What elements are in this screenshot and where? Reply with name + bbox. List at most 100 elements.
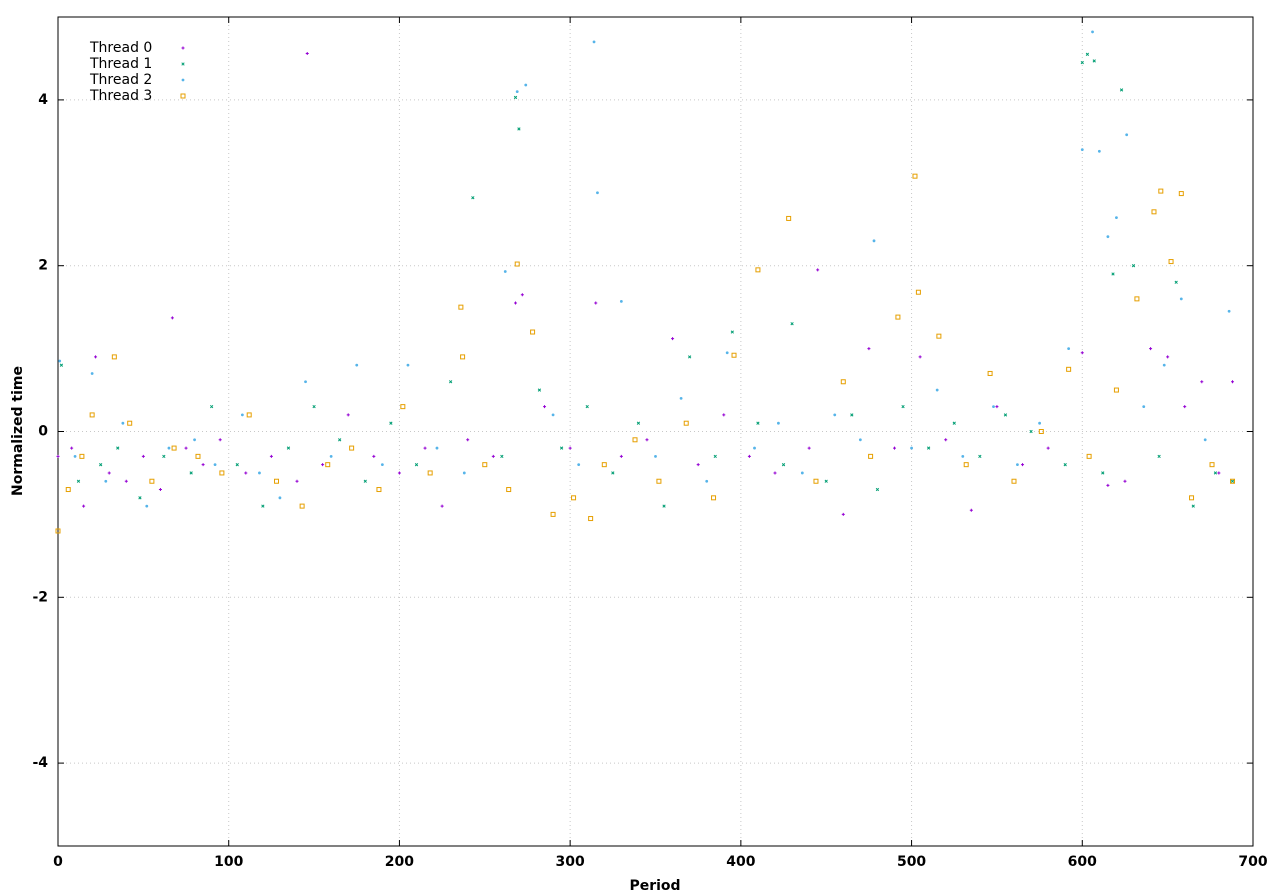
y-tick-label: 0 (38, 424, 48, 440)
data-point (588, 516, 594, 522)
data-point (423, 446, 427, 450)
data-point (594, 301, 598, 305)
data-point (833, 413, 837, 417)
data-point (321, 463, 325, 467)
data-point (1227, 309, 1231, 313)
y-tick-label: 2 (38, 258, 48, 274)
data-point (1029, 429, 1033, 434)
data-point (278, 496, 282, 500)
data-point (471, 196, 475, 200)
y-tick-label: -2 (32, 589, 48, 605)
data-point (1106, 235, 1110, 239)
data-point (73, 454, 77, 458)
data-point (577, 463, 581, 467)
data-point (1125, 133, 1129, 137)
x-tick-label: 100 (214, 854, 243, 870)
data-point (524, 83, 528, 87)
data-point (987, 370, 993, 376)
data-point (127, 420, 133, 426)
legend-marker (180, 93, 186, 99)
data-point (1217, 471, 1221, 475)
data-point (935, 388, 939, 392)
data-point (517, 127, 521, 131)
data-point (506, 487, 512, 493)
data-point (961, 454, 965, 458)
data-point (895, 314, 901, 320)
data-point (107, 471, 111, 475)
data-point (349, 445, 355, 451)
data-point (755, 267, 761, 273)
data-point (89, 412, 95, 418)
data-point (910, 446, 913, 450)
x-tick-label: 200 (385, 854, 414, 870)
data-point (1151, 209, 1157, 215)
x-tick-label: 600 (1068, 854, 1097, 870)
legend-marker (181, 78, 185, 82)
data-point (800, 471, 804, 475)
data-point (184, 446, 188, 450)
data-point (414, 463, 419, 467)
data-point (167, 446, 171, 450)
data-point (537, 388, 542, 392)
data-point (195, 453, 201, 459)
data-point (571, 495, 577, 501)
data-point (513, 95, 518, 100)
data-point (611, 471, 615, 475)
data-point (816, 268, 820, 272)
data-point (592, 40, 596, 44)
x-tick-label: 400 (726, 854, 755, 870)
data-point (65, 487, 71, 493)
data-point (346, 413, 350, 417)
data-point (1038, 421, 1042, 425)
data-point (585, 404, 589, 409)
data-point (201, 463, 205, 467)
data-point (1080, 60, 1084, 65)
x-tick-label: 300 (556, 854, 585, 870)
data-point (79, 453, 85, 459)
data-point (1158, 188, 1164, 194)
data-point (1097, 149, 1101, 153)
legend-label: Thread 1 (89, 56, 152, 72)
data-point (329, 454, 333, 458)
data-point (1106, 483, 1110, 487)
data-point (219, 470, 225, 476)
legend-label: Thread 3 (89, 88, 152, 104)
data-point (1016, 463, 1019, 467)
data-point (632, 437, 638, 443)
data-point (435, 446, 439, 450)
data-point (725, 351, 729, 355)
data-point (1067, 347, 1071, 350)
data-point (376, 487, 382, 493)
data-point (551, 413, 555, 417)
data-point (747, 454, 751, 458)
data-point (1003, 413, 1008, 417)
data-point (99, 463, 103, 467)
data-point (1230, 479, 1235, 483)
data-point (530, 329, 536, 335)
data-point (59, 363, 64, 367)
data-point (94, 355, 98, 359)
data-point (304, 380, 307, 384)
data-point (596, 191, 599, 195)
data-point (936, 333, 942, 339)
x-tick-label: 700 (1238, 854, 1267, 870)
data-point (466, 438, 470, 442)
data-point (1183, 405, 1187, 409)
data-point (213, 463, 217, 467)
data-point (559, 446, 564, 450)
data-point (824, 479, 828, 483)
data-point (104, 479, 108, 483)
data-point (773, 471, 777, 475)
data-point (299, 503, 305, 509)
data-point (840, 379, 846, 385)
data-point (462, 471, 466, 475)
data-point (149, 478, 155, 484)
data-point (218, 438, 222, 442)
data-point (397, 471, 401, 475)
data-point (1080, 351, 1084, 355)
data-point (121, 421, 125, 425)
legend-marker (181, 62, 185, 66)
data-point (244, 471, 248, 475)
data-point (654, 454, 657, 458)
